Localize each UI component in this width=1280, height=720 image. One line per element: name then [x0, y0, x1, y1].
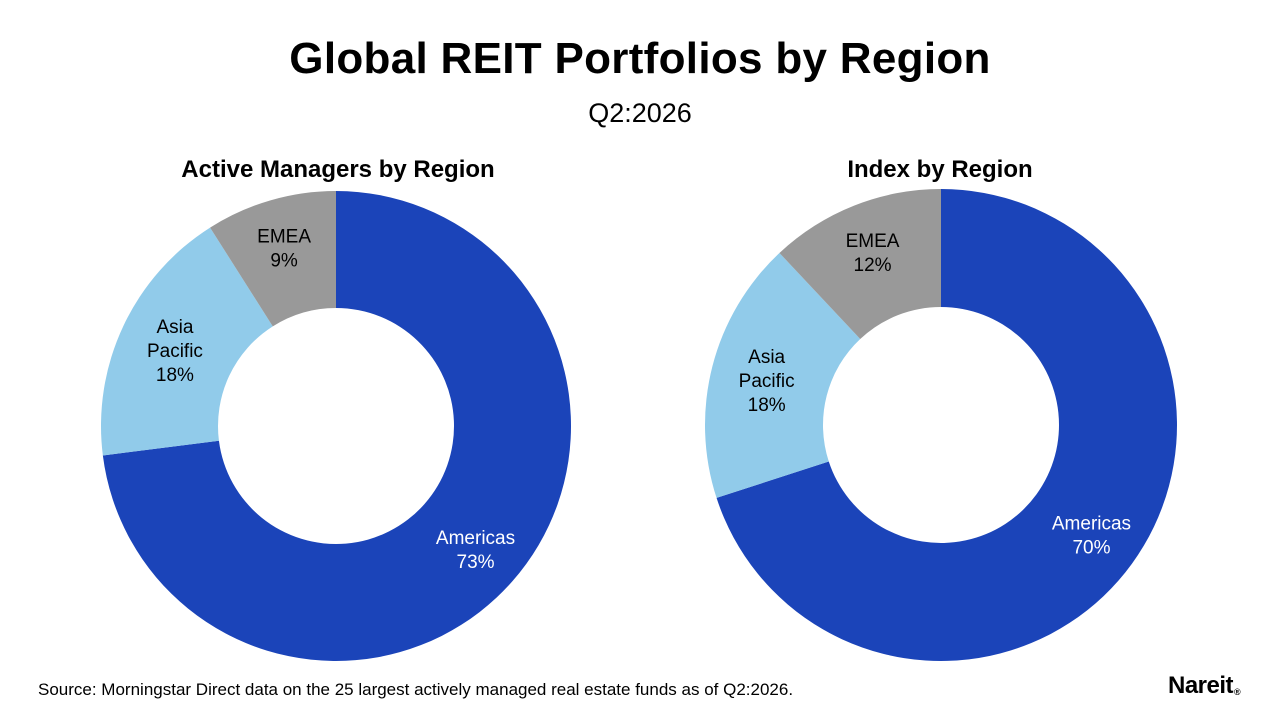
data-label-americas: Americas 73% — [436, 528, 515, 573]
chart-title-active-managers: Active Managers by Region — [181, 156, 495, 183]
slice-emea — [210, 191, 336, 327]
data-label-line: EMEA — [257, 226, 311, 247]
data-label-line: 12% — [854, 255, 892, 276]
nareit-logo: Nareit® — [1168, 672, 1241, 700]
registered-mark: ® — [1234, 687, 1241, 697]
data-label-americas: Americas 70% — [1052, 513, 1131, 558]
data-label-asia-pacific: Asia Pacific 18% — [739, 347, 795, 416]
data-label-line: Americas — [1052, 513, 1131, 534]
chart-title-index: Index by Region — [847, 156, 1033, 183]
logo-text: Nareit — [1168, 672, 1234, 699]
donut-chart-active-managers: Americas 73% Asia Pacific 18% EMEA 9% — [101, 191, 572, 661]
data-label-line: Pacific — [147, 341, 203, 362]
slice-americas — [716, 189, 1177, 661]
data-label-emea: EMEA 9% — [257, 226, 311, 271]
slice-emea — [779, 189, 941, 339]
data-label-emea: EMEA 12% — [846, 231, 900, 276]
slice-americas — [102, 191, 572, 661]
data-label-line: EMEA — [846, 231, 900, 252]
data-label-line: 18% — [156, 365, 194, 386]
data-label-asia-pacific: Asia Pacific 18% — [147, 317, 203, 386]
slice-asia-pacific — [101, 227, 273, 456]
page-title: Global REIT Portfolios by Region — [289, 34, 991, 83]
data-label-line: 70% — [1072, 537, 1110, 558]
page-subtitle: Q2:2026 — [588, 98, 692, 128]
donut-chart-index: Americas 70% Asia Pacific 18% EMEA 12% — [705, 189, 1177, 661]
data-label-line: Americas — [436, 528, 515, 549]
data-label-line: Asia — [748, 347, 785, 368]
source-note: Source: Morningstar Direct data on the 2… — [38, 680, 794, 699]
data-label-line: 9% — [270, 250, 298, 271]
data-label-line: Pacific — [739, 371, 795, 392]
data-label-line: Asia — [156, 317, 193, 338]
data-label-line: 73% — [457, 552, 495, 573]
slice-asia-pacific — [705, 252, 861, 498]
data-label-line: 18% — [748, 395, 786, 416]
